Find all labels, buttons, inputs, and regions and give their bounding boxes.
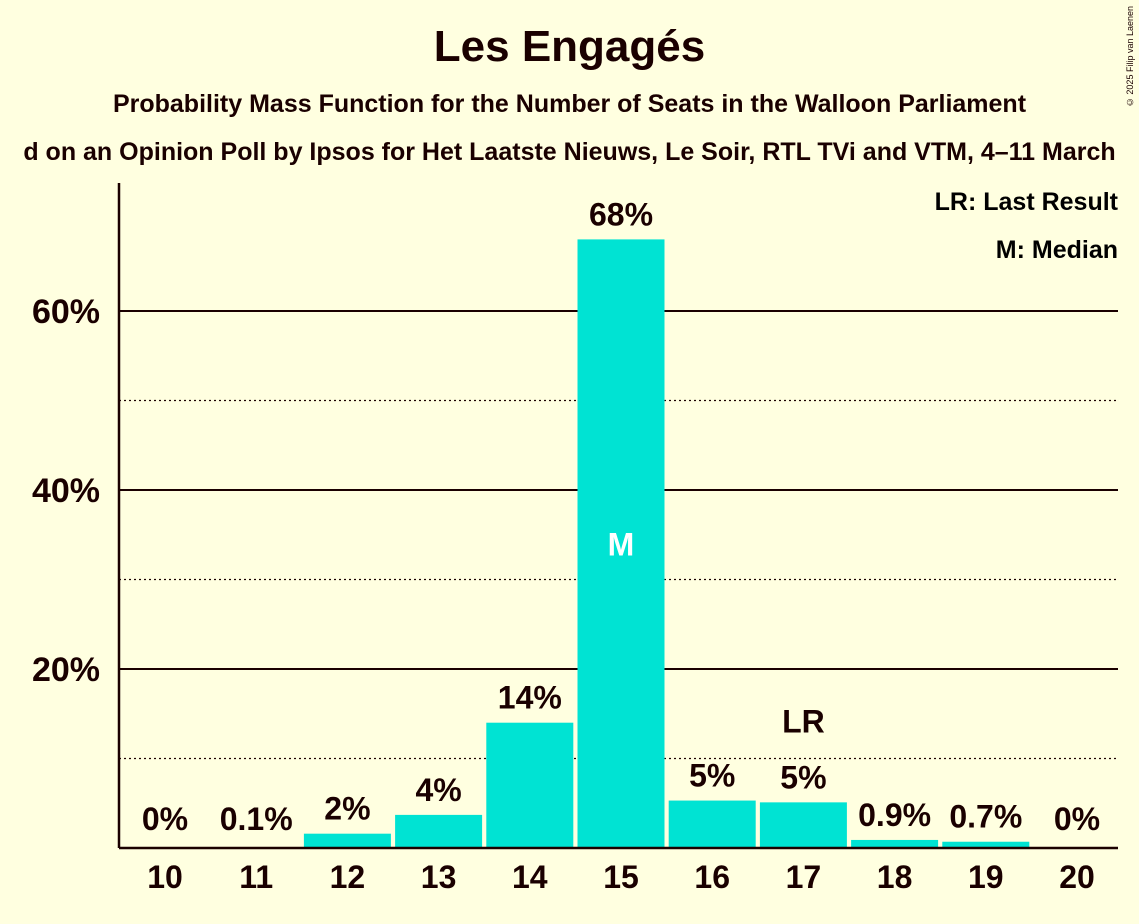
legend-median: M: Median xyxy=(996,236,1118,264)
bar xyxy=(577,239,665,848)
chart-source-line: d on an Opinion Poll by Ipsos for Het La… xyxy=(23,138,1116,166)
bar xyxy=(303,833,391,848)
data-label: 0% xyxy=(142,801,188,837)
data-label: 0.7% xyxy=(949,799,1022,835)
data-label: 68% xyxy=(589,196,653,232)
y-tick-label: 40% xyxy=(32,472,100,510)
label-background xyxy=(573,189,669,234)
x-tick-label: 15 xyxy=(603,859,639,895)
x-tick-label: 12 xyxy=(330,859,366,895)
data-label: 4% xyxy=(415,772,461,808)
bar xyxy=(668,800,756,848)
bar xyxy=(395,814,483,848)
bars xyxy=(212,239,1030,848)
data-label: 2% xyxy=(324,791,370,827)
x-tick-label: 14 xyxy=(512,859,548,895)
x-tick-label: 17 xyxy=(786,859,822,895)
bar xyxy=(851,839,939,848)
chart-title: Les Engagés xyxy=(433,22,706,71)
chart-subtitle: Probability Mass Function for the Number… xyxy=(112,90,1027,118)
x-tick-label: 10 xyxy=(147,859,183,895)
last-result-marker: LR xyxy=(782,703,825,739)
data-label: 0% xyxy=(1054,801,1100,837)
axes xyxy=(117,183,1118,850)
bar xyxy=(942,841,1030,848)
x-tick-label: 11 xyxy=(239,859,273,895)
bar xyxy=(486,722,574,848)
data-label: 0.9% xyxy=(858,797,931,833)
y-tick-label: 60% xyxy=(32,293,100,331)
x-tick-label: 20 xyxy=(1059,859,1095,895)
data-label: 5% xyxy=(780,759,826,795)
data-label: 14% xyxy=(498,680,562,716)
legend-last-result: LR: Last Result xyxy=(935,188,1119,216)
bar xyxy=(759,802,847,848)
gridlines: 20% 40% 60% xyxy=(32,189,1118,760)
x-tick-label: 18 xyxy=(877,859,913,895)
x-tick-label: 16 xyxy=(694,859,730,895)
data-label: 0.1% xyxy=(220,801,293,837)
data-labels: 0% 10 0.1% 11 2% 12 4% 13 14% 14 68% 15 M 5% 16 5% 17 LR 0… xyxy=(142,196,1100,895)
median-marker: M xyxy=(608,527,635,563)
x-tick-label: 13 xyxy=(421,859,457,895)
x-tick-label: 19 xyxy=(968,859,1004,895)
y-tick-label: 20% xyxy=(32,651,100,689)
data-label: 5% xyxy=(689,758,735,794)
